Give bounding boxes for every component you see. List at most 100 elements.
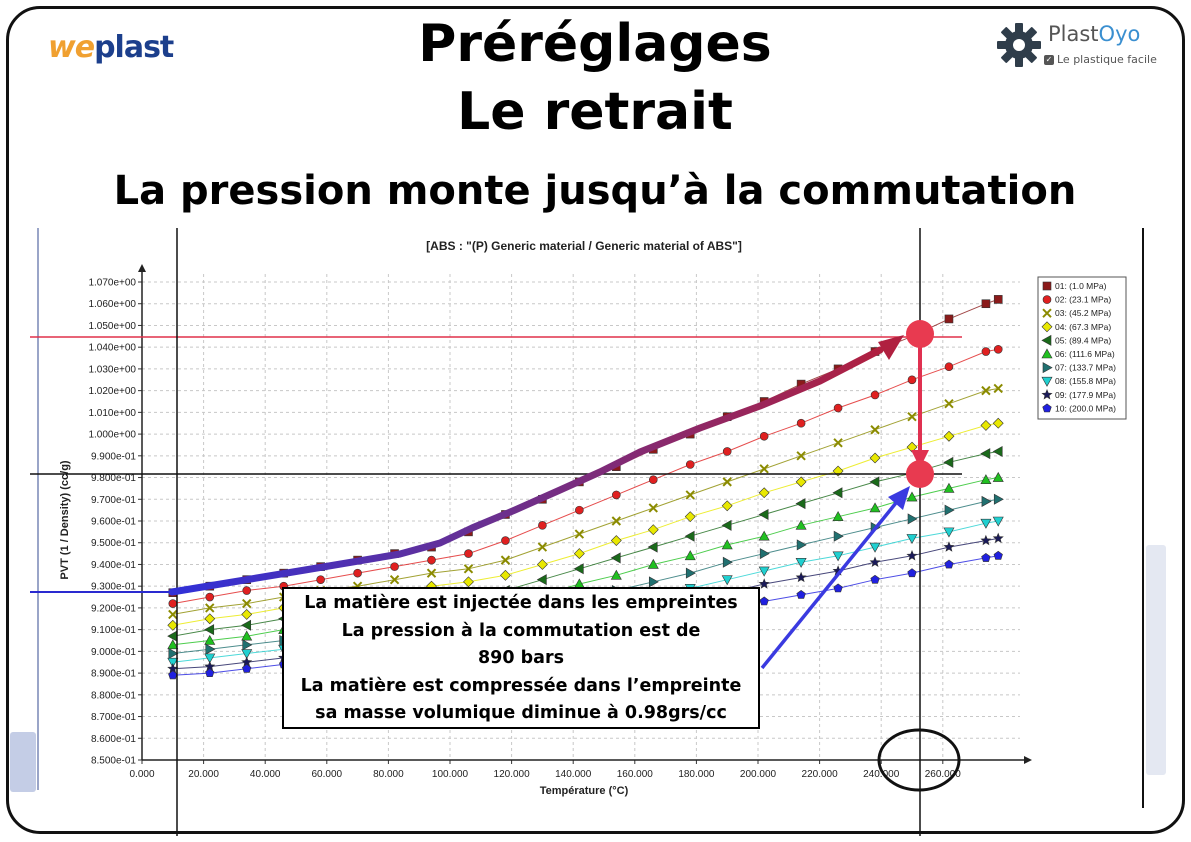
data-point: [943, 527, 955, 538]
callout-line-1: La matière est injectée dans les emprein…: [304, 593, 738, 613]
data-point: [833, 583, 843, 593]
data-point: [993, 383, 1003, 394]
temperature-highlight-ellipse: [877, 728, 961, 792]
data-point: [463, 564, 474, 574]
data-point: [1041, 348, 1053, 359]
data-point: [536, 559, 548, 570]
compression-arrow-icon: [911, 450, 929, 468]
data-point: [168, 648, 179, 660]
data-point: [1042, 295, 1052, 304]
series-2: [168, 345, 1003, 608]
data-point: [869, 542, 881, 553]
data-point: [832, 511, 844, 521]
x-axis-arrow-icon: [1024, 756, 1032, 764]
legend-item: 06: (111.6 MPa): [1055, 349, 1115, 359]
decor-left-panel: [10, 732, 36, 792]
data-point: [796, 590, 806, 599]
data-point: [685, 567, 696, 579]
y-axis-arrow-icon: [138, 264, 146, 272]
data-point: [981, 495, 992, 507]
data-point: [204, 624, 215, 636]
x-tick-label: 80.000: [373, 769, 404, 780]
data-point: [993, 295, 1003, 304]
data-point: [944, 398, 954, 409]
annotations: [10, 228, 1166, 836]
data-point: [389, 574, 400, 585]
data-point: [759, 548, 770, 560]
page-subtitle: La pression monte jusqu’à la commutation: [113, 168, 1077, 214]
legend-item: 03: (45.2 MPa): [1055, 308, 1111, 318]
data-point: [241, 630, 253, 641]
data-point: [943, 430, 955, 442]
data-point: [574, 529, 585, 539]
callout-line-4: La matière est compressée dans l’emprein…: [300, 675, 742, 696]
data-point: [684, 530, 695, 542]
data-point: [722, 556, 733, 568]
data-point: [611, 516, 622, 526]
data-point: [907, 513, 918, 525]
data-point: [796, 418, 806, 428]
x-tick-label: 220.000: [802, 769, 839, 780]
callout-line-5: sa masse volumique diminue à 0.98grs/cc: [315, 703, 727, 723]
data-point: [907, 412, 917, 422]
x-tick-label: 100.000: [432, 769, 469, 780]
y-tick-label: 9.000e-01: [91, 647, 136, 658]
callout-line-2: La pression à la commutation est de: [341, 620, 701, 641]
logo-tagline: ✓ Le plastique facile: [1044, 53, 1157, 66]
data-point: [759, 596, 769, 606]
data-point: [758, 508, 769, 520]
y-tick-label: 1.060e+00: [88, 299, 136, 310]
data-point: [992, 471, 1004, 482]
data-point: [1041, 389, 1053, 400]
x-tick-label: 260.000: [925, 769, 962, 780]
legend-item: 01: (1.0 MPa): [1055, 281, 1107, 291]
data-point: [573, 548, 585, 560]
data-point: [1041, 376, 1053, 387]
data-point: [721, 519, 732, 531]
data-point: [944, 504, 955, 516]
data-point: [167, 639, 179, 650]
logo-plastoyo-name: PlastOyo: [1048, 22, 1141, 46]
decor-right-panel: [1146, 545, 1166, 775]
y-tick-label: 9.200e-01: [91, 603, 136, 614]
callout-arrow-icon: [888, 486, 910, 510]
switchover-point: [906, 320, 934, 348]
data-point: [906, 491, 918, 502]
data-point: [981, 553, 991, 562]
data-point: [833, 438, 843, 448]
data-point: [907, 568, 917, 578]
x-tick-label: 0.000: [129, 769, 154, 780]
legend-box: [1037, 276, 1127, 420]
data-point: [536, 574, 547, 586]
x-tick-label: 60.000: [312, 769, 343, 780]
chart-title: [ABS : "(P) Generic material / Generic m…: [426, 239, 742, 253]
data-point: [685, 460, 695, 469]
check-icon: ✓: [1044, 55, 1054, 65]
data-point: [575, 505, 584, 515]
data-point: [205, 668, 215, 678]
data-point: [167, 657, 179, 668]
data-point: [981, 347, 991, 356]
data-point: [721, 500, 733, 512]
data-point: [1042, 308, 1052, 318]
data-point: [833, 403, 843, 413]
data-point: [205, 592, 215, 602]
data-point: [944, 362, 954, 372]
data-point: [722, 447, 732, 456]
data-point: [205, 643, 216, 655]
data-point: [992, 417, 1004, 429]
data-point: [796, 539, 807, 551]
legend-item: 10: (200.0 MPa): [1055, 403, 1116, 413]
data-point: [241, 649, 253, 660]
gear-icon: [997, 23, 1041, 67]
legend-item: 09: (177.9 MPa): [1055, 390, 1116, 400]
data-point: [353, 568, 362, 578]
data-point: [538, 521, 547, 530]
y-tick-label: 1.040e+00: [88, 343, 136, 354]
data-point: [463, 576, 474, 588]
data-point: [168, 599, 178, 608]
y-tick-label: 9.800e-01: [91, 473, 136, 484]
x-tick-label: 200.000: [740, 769, 777, 780]
data-point: [993, 550, 1003, 560]
data-point: [758, 578, 770, 589]
